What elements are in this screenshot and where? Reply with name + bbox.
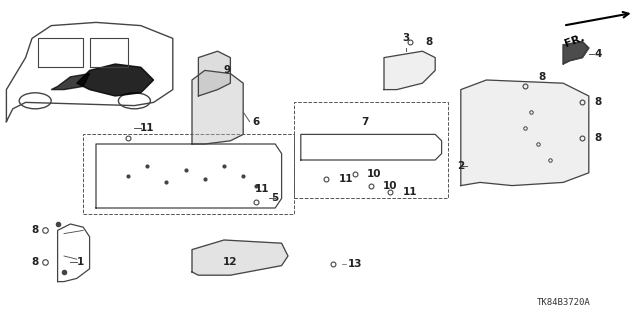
Bar — [83, 134, 294, 214]
Text: 8: 8 — [595, 97, 602, 108]
Text: 11: 11 — [140, 123, 154, 133]
Text: 8: 8 — [538, 72, 546, 82]
Text: 1: 1 — [76, 257, 84, 268]
Text: 7: 7 — [361, 116, 369, 127]
Text: 11: 11 — [255, 184, 269, 194]
Polygon shape — [384, 51, 435, 90]
Polygon shape — [77, 64, 154, 96]
Text: 8: 8 — [595, 132, 602, 143]
Text: 12: 12 — [223, 257, 237, 268]
Text: TK84B3720A: TK84B3720A — [536, 298, 590, 307]
Polygon shape — [51, 74, 90, 90]
Text: FR.: FR. — [563, 32, 586, 48]
Text: 10: 10 — [367, 169, 381, 180]
Text: 8: 8 — [425, 36, 433, 47]
Text: 5: 5 — [271, 193, 279, 204]
Bar — [294, 102, 448, 198]
Text: 8: 8 — [31, 225, 39, 236]
Polygon shape — [192, 240, 288, 275]
Polygon shape — [192, 70, 243, 144]
Text: 11: 11 — [403, 187, 417, 197]
Text: 2: 2 — [457, 161, 465, 172]
Text: 3: 3 — [403, 33, 410, 44]
Polygon shape — [461, 80, 589, 186]
Text: 10: 10 — [383, 180, 397, 191]
Text: 9: 9 — [223, 65, 231, 76]
Polygon shape — [198, 51, 230, 96]
Text: 8: 8 — [31, 257, 39, 268]
Text: 4: 4 — [595, 49, 602, 60]
Text: 6: 6 — [252, 116, 260, 127]
Polygon shape — [563, 42, 589, 64]
Text: 11: 11 — [339, 174, 353, 184]
Text: 13: 13 — [348, 259, 362, 269]
